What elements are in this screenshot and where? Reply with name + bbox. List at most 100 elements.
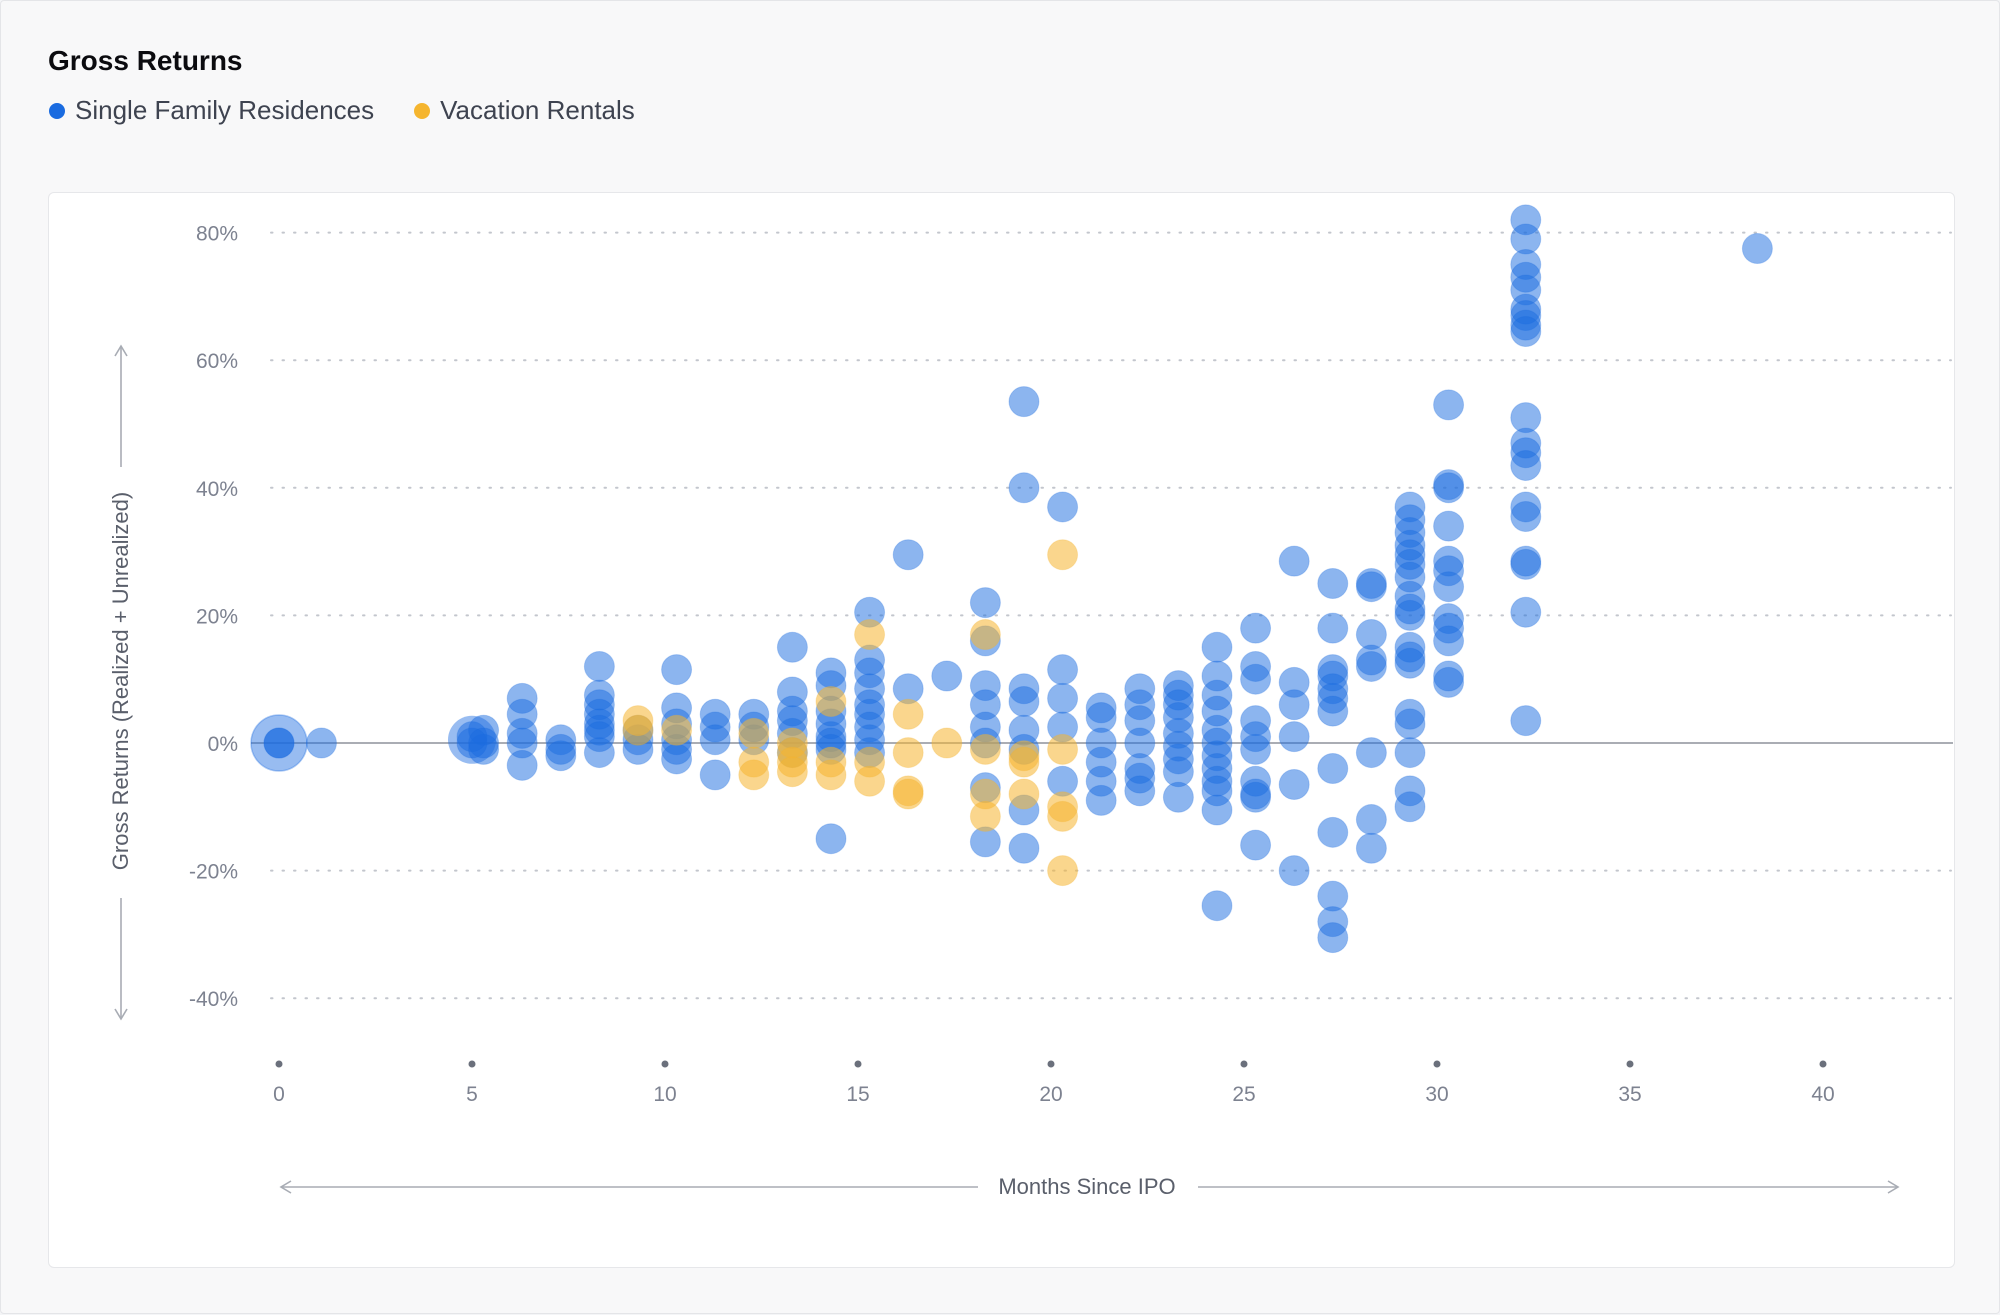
point-single-family	[1278, 721, 1310, 753]
x-tick-label: 5	[466, 1083, 478, 1106]
point-single-family	[1433, 472, 1465, 504]
point-vacation-rental	[969, 733, 1001, 765]
point-single-family	[1047, 491, 1079, 523]
point-vacation-rental	[1008, 746, 1040, 778]
x-tick-mark	[1819, 1060, 1827, 1068]
point-single-family	[1008, 472, 1040, 504]
point-vacation-rental	[892, 778, 924, 810]
point-single-family	[506, 749, 538, 781]
point-vacation-rental	[738, 717, 770, 749]
point-single-family	[1355, 832, 1387, 864]
point-single-family	[815, 823, 847, 855]
point-vacation-rental	[969, 619, 1001, 651]
legend-item-single-family: Single Family Residences	[49, 95, 374, 126]
y-tick-label: 40%	[196, 478, 238, 501]
point-single-family	[931, 660, 963, 692]
point-single-family	[1124, 775, 1156, 807]
legend-dot-single-family	[49, 102, 65, 119]
y-tick-label: 0%	[208, 733, 238, 756]
chart-title: Gross Returns	[48, 45, 243, 76]
point-single-family	[1008, 832, 1040, 864]
x-tick-mark	[1240, 1060, 1248, 1068]
point-single-family	[545, 740, 577, 772]
point-vacation-rental	[815, 759, 847, 791]
legend: Single Family Residences Vacation Rental…	[49, 95, 675, 126]
plot-panel	[48, 192, 1955, 1268]
y-tick-label: 80%	[196, 223, 238, 246]
point-single-family	[1278, 855, 1310, 887]
point-single-family	[1240, 829, 1272, 861]
x-tick-label: 35	[1618, 1083, 1641, 1106]
y-tick-label: -40%	[189, 988, 238, 1011]
x-tick-mark	[661, 1060, 669, 1068]
x-axis-arrowhead-left	[279, 1180, 292, 1194]
point-single-family	[305, 727, 337, 759]
point-single-family	[1394, 737, 1426, 769]
point-vacation-rental	[892, 698, 924, 730]
point-single-family	[1278, 545, 1310, 577]
legend-item-vacation-rentals: Vacation Rentals	[414, 95, 635, 126]
point-vacation-rental	[969, 800, 1001, 832]
point-vacation-rental	[1047, 539, 1079, 571]
point-single-family	[448, 715, 496, 764]
point-single-family	[1201, 631, 1233, 663]
point-single-family	[1510, 596, 1542, 628]
point-vacation-rental	[854, 619, 886, 651]
point-single-family	[1433, 571, 1465, 603]
point-vacation-rental	[1047, 733, 1079, 765]
point-single-family	[1355, 571, 1387, 603]
point-single-family	[263, 727, 295, 759]
point-single-family	[1355, 737, 1387, 769]
point-single-family	[1240, 663, 1272, 695]
point-single-family	[468, 733, 500, 765]
point-single-family	[1085, 784, 1117, 816]
point-single-family	[661, 654, 693, 686]
y-tick-label: 60%	[196, 350, 238, 373]
point-single-family	[1510, 501, 1542, 533]
point-single-family	[699, 759, 731, 791]
point-single-family	[1317, 612, 1349, 644]
point-single-family	[1433, 389, 1465, 421]
point-single-family	[1394, 599, 1426, 631]
legend-dot-vacation-rentals	[414, 102, 431, 119]
point-single-family	[1162, 781, 1194, 813]
x-tick-label: 0	[273, 1083, 285, 1106]
point-single-family	[1317, 753, 1349, 785]
point-single-family	[250, 714, 308, 772]
point-single-family	[1317, 922, 1349, 954]
point-single-family	[1394, 647, 1426, 679]
point-single-family	[1433, 625, 1465, 657]
x-tick-mark	[1433, 1060, 1441, 1068]
point-single-family	[1510, 315, 1542, 347]
x-tick-label: 40	[1811, 1083, 1834, 1106]
y-axis-arrowhead-down	[114, 1008, 128, 1021]
point-single-family	[1355, 804, 1387, 836]
x-tick-label: 30	[1425, 1083, 1448, 1106]
point-single-family	[1240, 612, 1272, 644]
point-single-family	[1278, 689, 1310, 721]
point-single-family	[1355, 650, 1387, 682]
x-tick-label: 10	[653, 1083, 676, 1106]
x-tick-label: 25	[1232, 1083, 1255, 1106]
point-single-family	[1433, 510, 1465, 542]
point-single-family	[1510, 548, 1542, 580]
x-tick-mark	[275, 1060, 283, 1068]
x-tick-mark	[854, 1060, 862, 1068]
point-vacation-rental	[622, 714, 654, 746]
point-single-family	[1317, 568, 1349, 599]
x-tick-mark	[1626, 1060, 1634, 1068]
point-single-family	[1201, 794, 1233, 826]
point-vacation-rental	[661, 714, 693, 746]
x-tick-mark	[1047, 1060, 1055, 1068]
point-single-family	[1201, 890, 1233, 922]
point-vacation-rental	[776, 756, 808, 788]
legend-label-vacation-rentals: Vacation Rentals	[440, 95, 635, 125]
point-single-family	[1317, 695, 1349, 727]
point-vacation-rental	[892, 737, 924, 769]
y-tick-label: -20%	[189, 861, 238, 884]
y-tick-label: 20%	[196, 605, 238, 628]
x-tick-mark	[468, 1060, 476, 1068]
point-single-family	[1394, 708, 1426, 740]
